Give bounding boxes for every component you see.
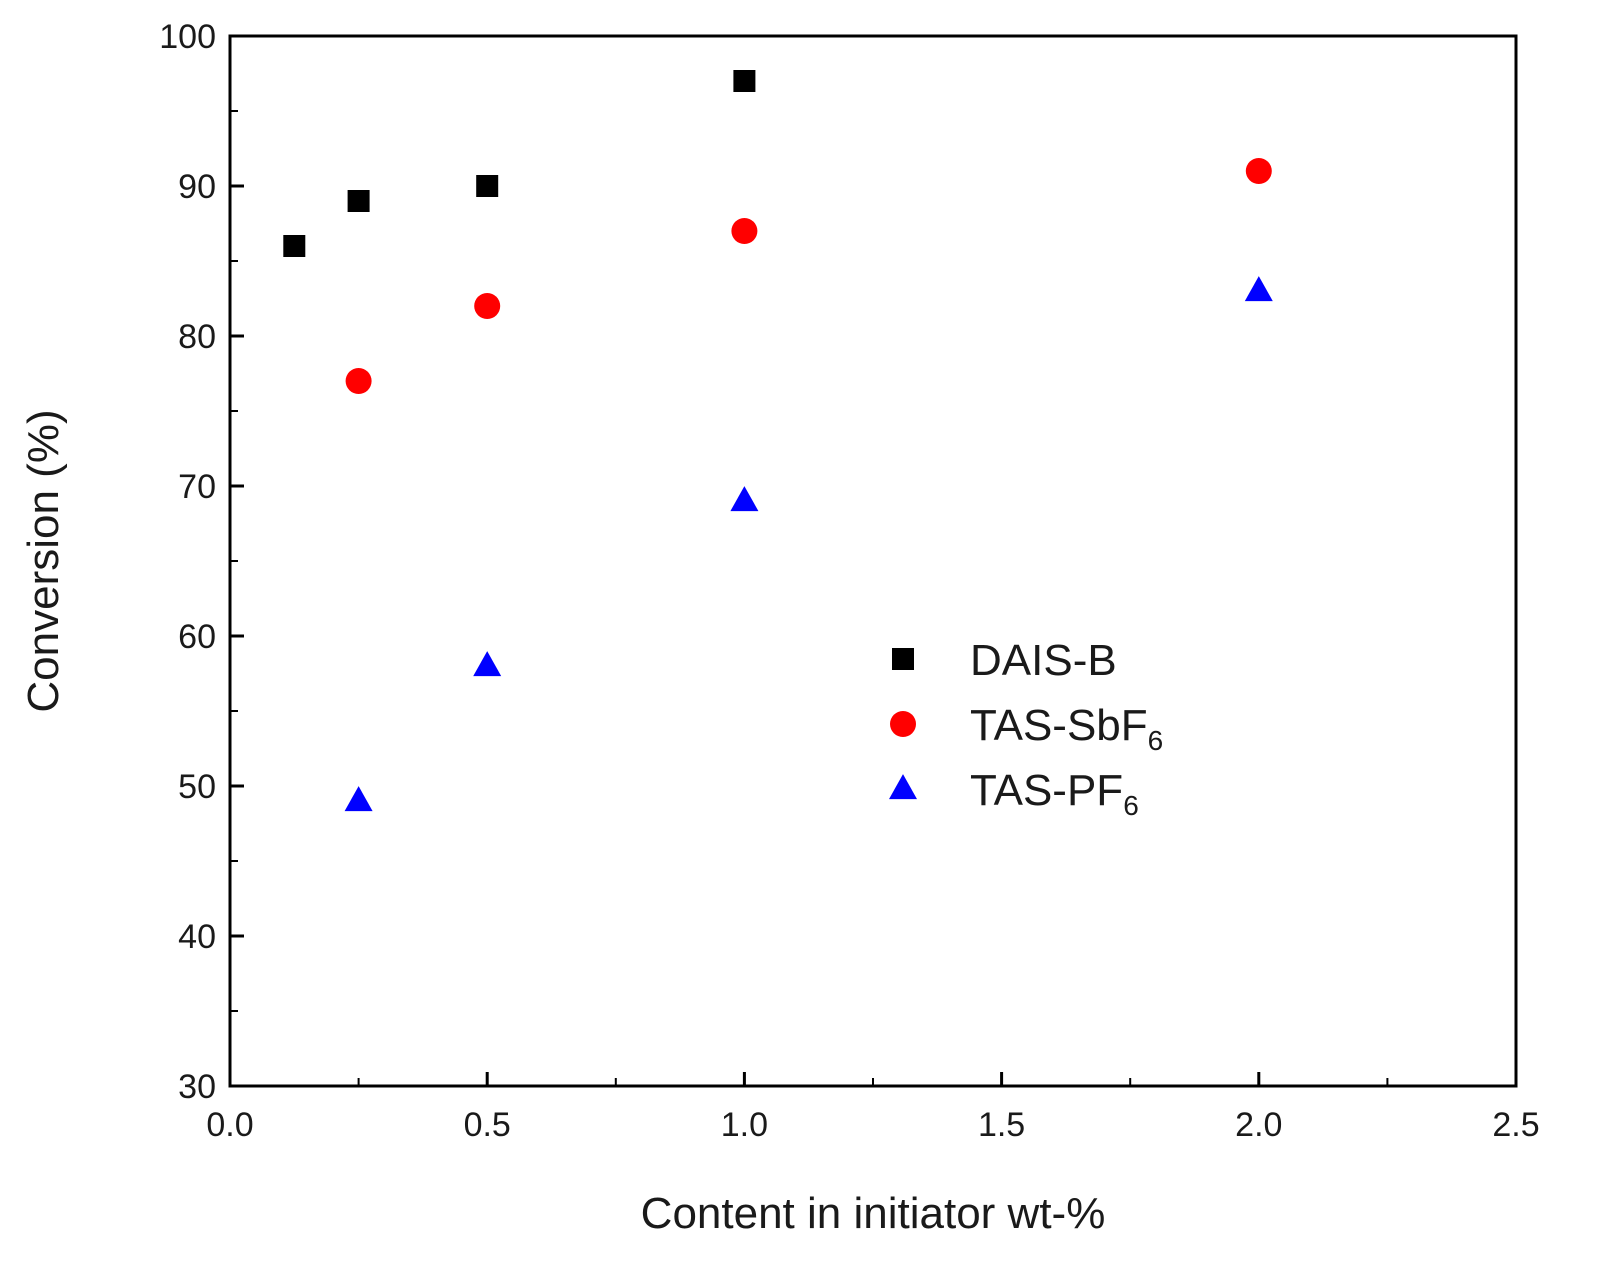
legend-marker-tas-sbf6 bbox=[890, 711, 916, 737]
x-tick-label: 0.0 bbox=[206, 1106, 253, 1144]
legend-label-tas-sbf6: TAS-SbF6 bbox=[970, 701, 1163, 756]
x-axis: 0.0 0.5 1.0 1.5 2.0 2.5 bbox=[206, 1072, 1540, 1144]
point-dais-b bbox=[283, 235, 306, 257]
point-tas-sbf6 bbox=[1245, 158, 1272, 184]
y-axis-title: Conversion (%) bbox=[19, 409, 68, 712]
plot-frame bbox=[228, 34, 1518, 1088]
point-tas-pf6 bbox=[730, 486, 759, 512]
legend-marker-dais-b bbox=[892, 648, 914, 670]
x-tick-label: 1.0 bbox=[721, 1106, 768, 1144]
y-axis: 30 40 50 60 70 80 90 100 bbox=[159, 18, 244, 1106]
y-tick-label: 70 bbox=[178, 468, 216, 506]
legend-label-dais-b: DAIS-B bbox=[970, 636, 1117, 685]
point-dais-b bbox=[733, 70, 756, 92]
y-tick-label: 80 bbox=[178, 318, 216, 356]
x-axis-title: Content in initiator wt-% bbox=[641, 1189, 1106, 1238]
point-tas-pf6 bbox=[473, 651, 502, 677]
legend-label-tas-pf6: TAS-PF6 bbox=[970, 766, 1139, 821]
y-tick-label: 30 bbox=[178, 1068, 216, 1106]
y-tick-label: 40 bbox=[178, 918, 216, 956]
point-tas-sbf6 bbox=[345, 368, 372, 394]
point-dais-b bbox=[476, 175, 499, 197]
y-tick-label: 50 bbox=[178, 768, 216, 806]
y-tick-label: 60 bbox=[178, 618, 216, 656]
point-tas-sbf6 bbox=[731, 218, 758, 244]
x-tick-label: 2.5 bbox=[1492, 1106, 1539, 1144]
point-dais-b bbox=[347, 190, 370, 212]
point-tas-pf6 bbox=[344, 786, 373, 812]
x-tick-label: 2.0 bbox=[1235, 1106, 1282, 1144]
data-points bbox=[283, 70, 1273, 812]
legend: DAIS-B TAS-SbF6 TAS-PF6 bbox=[889, 636, 1163, 821]
point-tas-pf6 bbox=[1244, 276, 1273, 302]
y-tick-label: 100 bbox=[159, 18, 216, 56]
legend-marker-tas-pf6 bbox=[889, 774, 917, 800]
x-tick-label: 1.5 bbox=[978, 1106, 1025, 1144]
x-tick-label: 0.5 bbox=[464, 1106, 511, 1144]
point-tas-sbf6 bbox=[474, 293, 501, 319]
y-tick-label: 90 bbox=[178, 168, 216, 206]
